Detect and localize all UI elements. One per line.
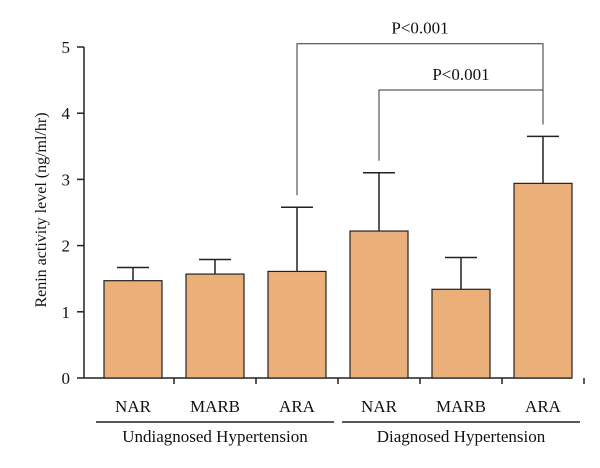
x-tick-label: ARA <box>525 397 562 416</box>
p-value-label: P<0.001 <box>432 65 489 84</box>
group-label: Diagnosed Hypertension <box>377 427 546 446</box>
group-label: Undiagnosed Hypertension <box>122 427 308 446</box>
bar <box>349 230 409 379</box>
axes: 0 1 2 3 4 5 <box>62 38 585 388</box>
y-tick-label: 2 <box>62 237 71 256</box>
y-tick-label: 3 <box>62 170 71 189</box>
x-tick-label: MARB <box>190 397 240 416</box>
significance-annotations: P<0.001 P<0.001 <box>296 19 544 196</box>
y-axis-label: Renin activity level (ng/ml/hr) <box>33 112 50 307</box>
significance-bracket <box>378 89 544 161</box>
y-tick-label: 4 <box>62 104 71 123</box>
bars <box>103 182 573 379</box>
error-bars <box>117 135 559 290</box>
x-tick-label: ARA <box>279 397 316 416</box>
bar <box>185 273 245 379</box>
bar <box>431 288 491 379</box>
bar <box>513 182 573 379</box>
bar <box>267 270 327 379</box>
y-tick-label: 5 <box>62 38 71 57</box>
significance-bracket <box>296 43 544 196</box>
group-labels: Undiagnosed Hypertension Diagnosed Hypert… <box>96 421 580 446</box>
x-axis-labels: NAR MARB ARA NAR MARB ARA <box>115 397 562 416</box>
x-tick-label: NAR <box>115 397 152 416</box>
y-tick-label: 1 <box>62 303 71 322</box>
y-tick-label: 0 <box>62 369 71 388</box>
bar <box>103 280 163 379</box>
x-tick-label: NAR <box>361 397 398 416</box>
x-tick-label: MARB <box>436 397 486 416</box>
p-value-label: P<0.001 <box>391 19 448 38</box>
